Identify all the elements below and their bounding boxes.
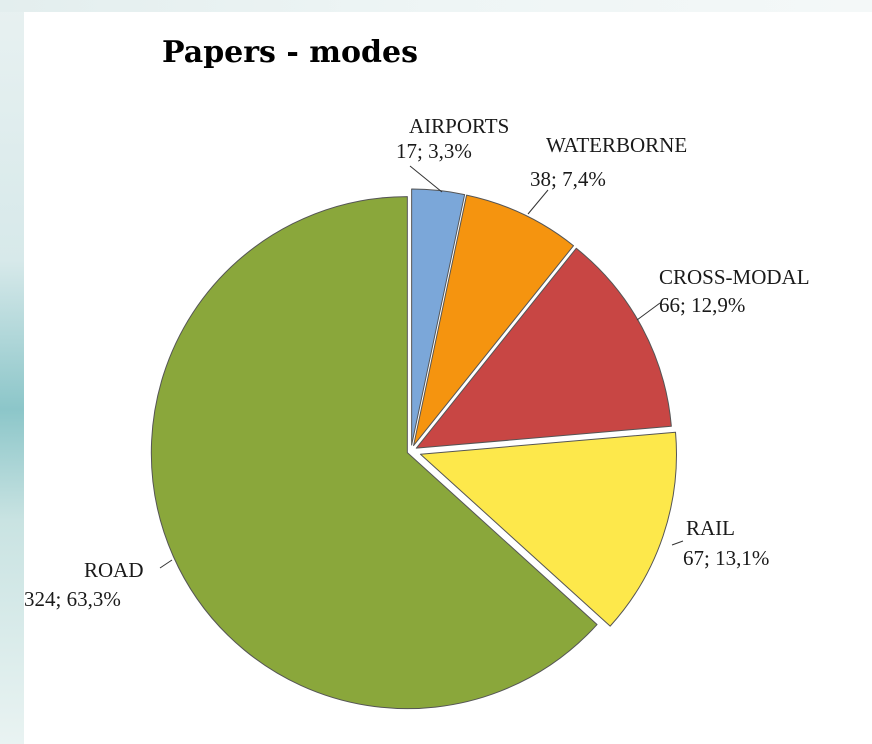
pie-slice-rail	[419, 431, 677, 627]
leader-line-airports	[409, 165, 443, 193]
background-decoration-top	[0, 0, 872, 12]
chart-title: Papers - modes	[162, 35, 418, 70]
leader-line-cross-modal	[636, 302, 661, 321]
pie-slice-cross-modal	[415, 247, 672, 449]
pie-slice-road	[150, 196, 598, 710]
slice-label-waterborne-name: WATERBORNE	[546, 133, 687, 157]
leader-line-road	[159, 559, 173, 569]
background-decoration-left	[0, 0, 24, 744]
slice-label-waterborne-value: 38; 7,4%	[530, 167, 606, 191]
leader-line-rail	[671, 540, 684, 546]
slice-label-airports-value: 17; 3,3%	[396, 139, 472, 163]
slice-label-road-name: ROAD	[84, 558, 144, 582]
pie-slice-waterborne	[413, 194, 575, 447]
slice-label-airports-name: AIRPORTS	[409, 114, 509, 138]
slice-label-rail-value: 67; 13,1%	[683, 546, 769, 570]
slice-label-cross-modal-name: CROSS-MODAL	[659, 265, 810, 289]
pie-slice-airports	[411, 188, 466, 446]
leader-lines	[159, 165, 684, 569]
pie-slices	[150, 188, 677, 710]
leader-line-waterborne	[527, 189, 549, 215]
slice-label-cross-modal-value: 66; 12,9%	[659, 293, 745, 317]
slice-label-road-value: 324; 63,3%	[24, 587, 121, 611]
slice-label-rail-name: RAIL	[686, 516, 735, 540]
